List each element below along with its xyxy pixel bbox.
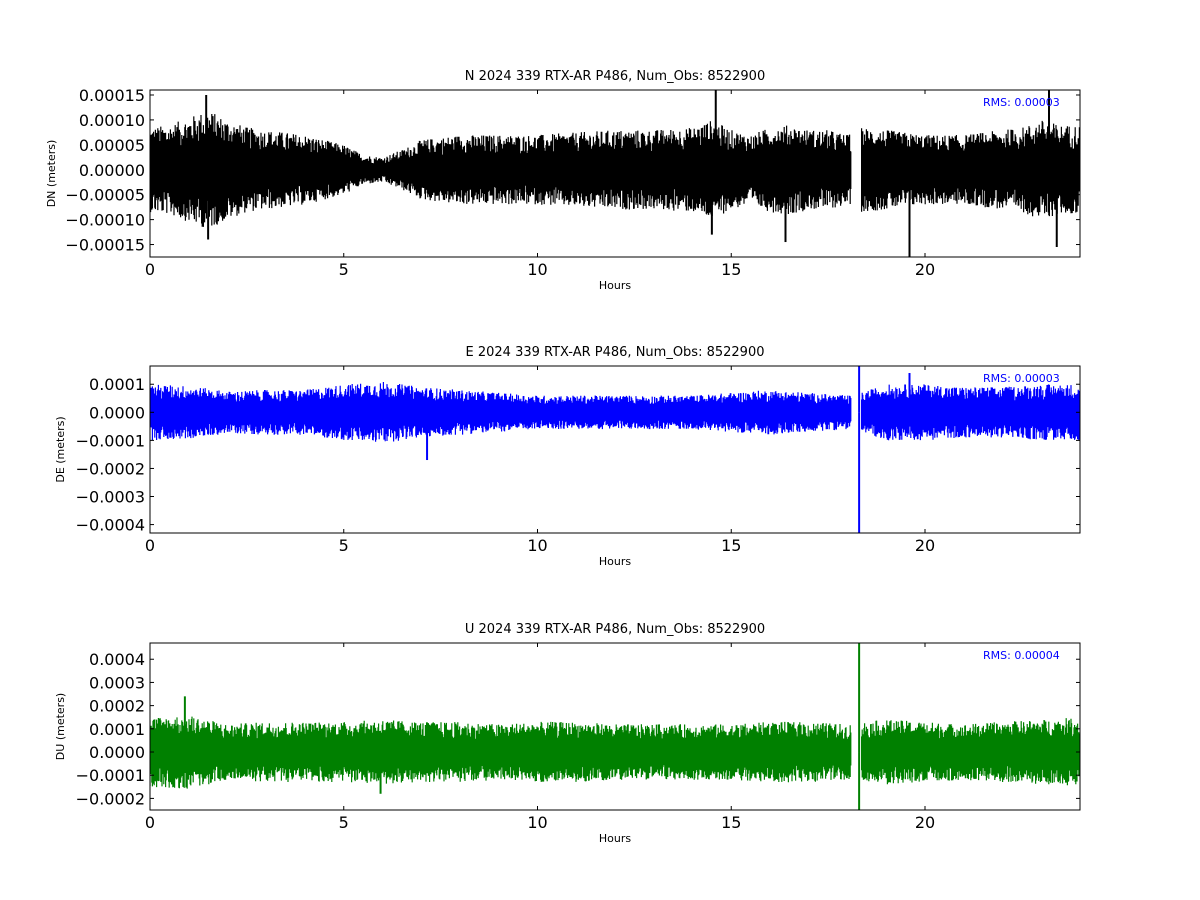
ytick-label-north-4: 0.00005 bbox=[79, 136, 145, 155]
rms-annotation-up: RMS: 0.00004 bbox=[983, 649, 1060, 662]
rms-annotation-east: RMS: 0.00003 bbox=[983, 372, 1060, 385]
ytick-label-up-6: 0.0004 bbox=[89, 650, 145, 669]
ytick-label-east-1: −0.0003 bbox=[76, 488, 145, 507]
ytick-label-up-3: 0.0001 bbox=[89, 720, 145, 739]
panel-east: 0 5 10 15 20 −0.0004 −0.0003 −0.0002 −0.0001 0.00… bbox=[54, 345, 1081, 568]
xtick-label-east-0: 0 bbox=[145, 536, 155, 555]
xtick-label-east-1: 5 bbox=[339, 536, 349, 555]
xtick-label-north-2: 10 bbox=[527, 260, 547, 279]
ytick-label-east-2: −0.0002 bbox=[76, 459, 145, 478]
xtick-label-north-1: 5 bbox=[339, 260, 349, 279]
ytick-label-north-0: −0.00015 bbox=[65, 236, 145, 255]
ytick-label-up-0: −0.0002 bbox=[76, 789, 145, 808]
plot-frame-north bbox=[149, 89, 1081, 258]
ytick-label-up-1: −0.0001 bbox=[76, 766, 145, 785]
y-axis-label-east: DE (meters) bbox=[54, 416, 67, 482]
chart-title-north: N 2024 339 RTX-AR P486, Num_Obs: 8522900 bbox=[465, 69, 765, 84]
series-east bbox=[150, 382, 1080, 442]
ytick-label-north-5: 0.00010 bbox=[79, 111, 145, 130]
ytick-label-east-5: 0.0001 bbox=[89, 375, 145, 394]
ytick-label-east-3: −0.0001 bbox=[76, 431, 145, 450]
y-axis-label-north: DN (meters) bbox=[45, 140, 58, 208]
xtick-label-east-4: 20 bbox=[915, 536, 935, 555]
ytick-label-north-1: −0.00010 bbox=[65, 211, 145, 230]
xtick-label-up-3: 15 bbox=[721, 813, 741, 832]
series-up bbox=[150, 715, 1080, 789]
plot-frame-up bbox=[149, 642, 1081, 811]
panel-up: 0 5 10 15 20 −0.0002 −0.0001 0.0000 0.0001 0.0002… bbox=[54, 622, 1081, 845]
ytick-label-east-4: 0.0000 bbox=[89, 403, 145, 422]
xtick-label-north-3: 15 bbox=[721, 260, 741, 279]
ytick-label-east-0: −0.0004 bbox=[76, 516, 145, 535]
x-axis-label-north: Hours bbox=[599, 279, 631, 292]
xtick-label-up-1: 5 bbox=[339, 813, 349, 832]
xtick-label-up-4: 20 bbox=[915, 813, 935, 832]
plot-frame-east bbox=[149, 365, 1081, 534]
xtick-label-up-2: 10 bbox=[527, 813, 547, 832]
ytick-label-north-2: −0.00005 bbox=[65, 186, 145, 205]
y-axis-label-up: DU (meters) bbox=[54, 693, 67, 760]
chart-title-up: U 2024 339 RTX-AR P486, Num_Obs: 8522900 bbox=[465, 622, 765, 637]
ytick-label-up-4: 0.0002 bbox=[89, 697, 145, 716]
xtick-label-up-0: 0 bbox=[145, 813, 155, 832]
x-axis-label-east: Hours bbox=[599, 555, 631, 568]
ytick-label-up-5: 0.0003 bbox=[89, 673, 145, 692]
xtick-label-north-0: 0 bbox=[145, 260, 155, 279]
chart-title-east: E 2024 339 RTX-AR P486, Num_Obs: 8522900 bbox=[466, 345, 765, 360]
xtick-label-north-4: 20 bbox=[915, 260, 935, 279]
rms-annotation-north: RMS: 0.00003 bbox=[983, 96, 1060, 109]
panel-north: 0 5 10 15 20 −0.00015 −0.00010 −0.00005 0.00000 0… bbox=[45, 69, 1081, 292]
xtick-label-east-3: 15 bbox=[721, 536, 741, 555]
series-north bbox=[150, 114, 1080, 227]
x-axis-label-up: Hours bbox=[599, 832, 631, 845]
ytick-label-north-3: 0.00000 bbox=[79, 161, 145, 180]
ytick-label-up-2: 0.0000 bbox=[89, 743, 145, 762]
ytick-label-north-6: 0.00015 bbox=[79, 86, 145, 105]
xtick-label-east-2: 10 bbox=[527, 536, 547, 555]
